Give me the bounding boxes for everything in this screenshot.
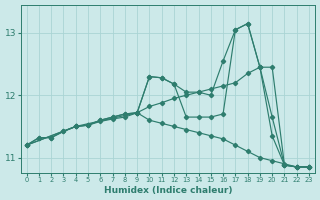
X-axis label: Humidex (Indice chaleur): Humidex (Indice chaleur) bbox=[104, 186, 232, 195]
